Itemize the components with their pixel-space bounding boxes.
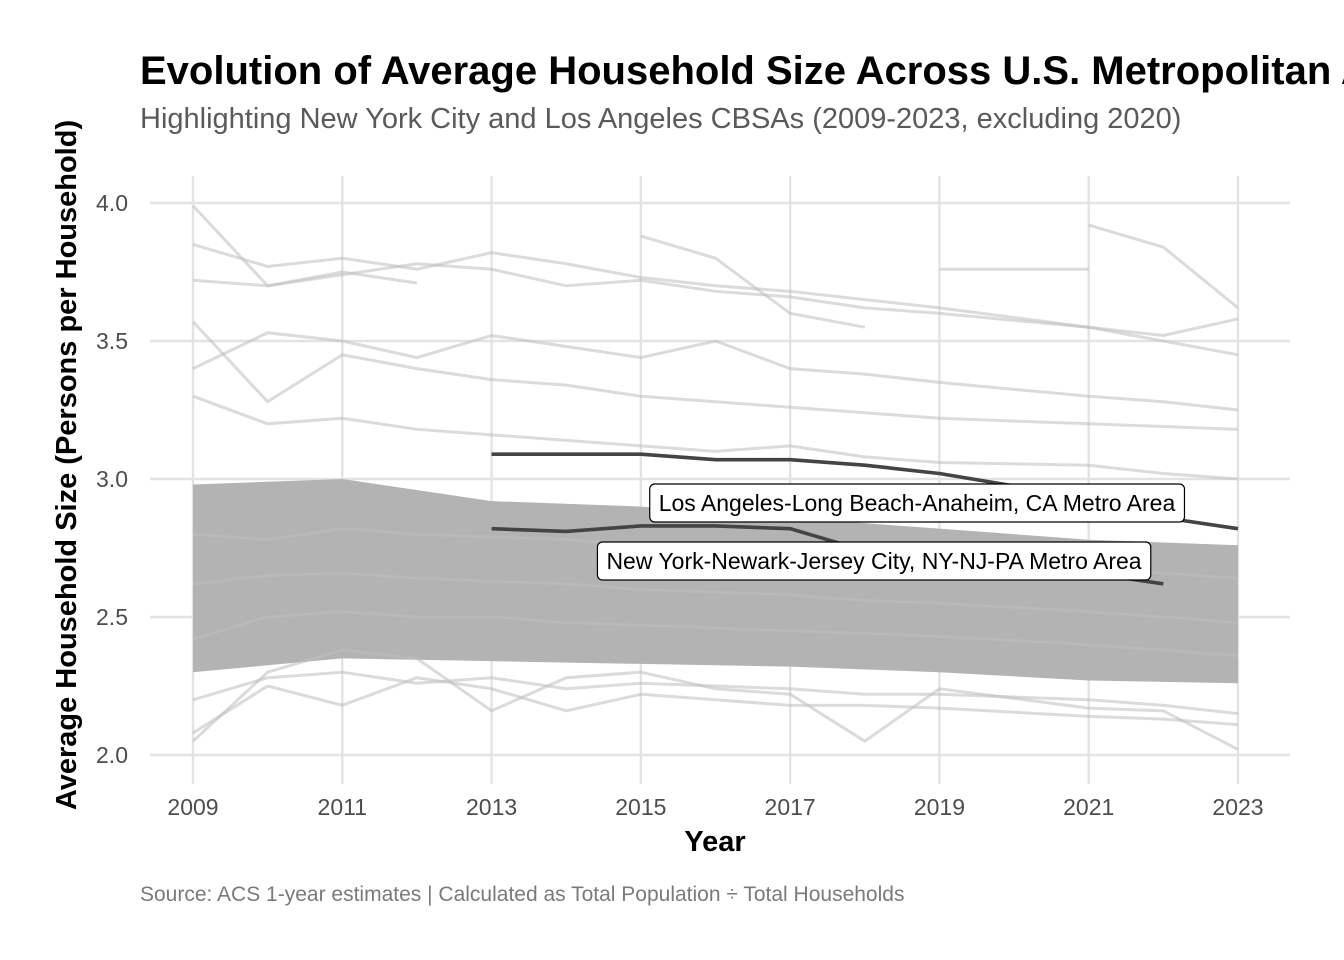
y-tick-label: 4.0 [96, 190, 128, 216]
annotation-box [596, 541, 1152, 581]
x-tick-label: 2023 [1212, 794, 1263, 820]
chart-title: Evolution of Average Household Size Acro… [140, 49, 1344, 93]
annotation-box [649, 483, 1186, 523]
background-band-area [193, 479, 1238, 684]
background-series-line [192, 571, 1239, 625]
background-series-line [192, 670, 1239, 716]
los-angeles-label: Los Angeles-Long Beach-Anaheim, CA Metro… [649, 483, 1186, 523]
chart-caption: Source: ACS 1-year estimates | Calculate… [140, 883, 904, 906]
x-tick-label: 2017 [765, 794, 816, 820]
background-series-line [192, 331, 1239, 412]
background-series-line [192, 676, 1239, 735]
annotation-text: New York-Newark-Jersey City, NY-NJ-PA Me… [606, 548, 1141, 574]
y-tick-label: 2.5 [96, 604, 128, 630]
x-tick-label: 2019 [914, 794, 965, 820]
annotation-text: Los Angeles-Long Beach-Anaheim, CA Metro… [659, 490, 1176, 516]
chart-subtitle: Highlighting New York City and Los Angel… [140, 103, 1181, 135]
new-york-label: New York-Newark-Jersey City, NY-NJ-PA Me… [596, 541, 1152, 581]
background-series-line [192, 394, 1239, 481]
x-axis-title: Year [684, 826, 745, 858]
series-annotations: Los Angeles-Long Beach-Anaheim, CA Metro… [596, 483, 1186, 581]
x-tick-label: 2015 [615, 794, 666, 820]
x-tick-label: 2013 [466, 794, 517, 820]
y-tick-label: 2.0 [96, 742, 128, 768]
background-series-line [191, 648, 1239, 751]
background-series-line [640, 234, 866, 329]
x-tick-label: 2021 [1063, 794, 1114, 820]
background-series-line [191, 204, 1239, 357]
x-axis-ticks: 2009 2011 2013 2015 2017 2019 2021 2023 [167, 794, 1263, 820]
y-axis-ticks: 2.0 2.5 3.0 3.5 4.0 [96, 190, 128, 768]
x-tick-label: 2011 [318, 794, 367, 820]
background-density-band [193, 479, 1238, 684]
x-tick-label: 2009 [167, 794, 218, 820]
background-series-line [191, 320, 1239, 431]
y-axis-title: Average Household Size (Persons per Hous… [51, 120, 83, 810]
y-tick-label: 3.0 [96, 466, 128, 492]
y-tick-label: 3.5 [96, 328, 128, 354]
background-series-line [192, 609, 1239, 658]
background-series-line [1088, 223, 1239, 310]
